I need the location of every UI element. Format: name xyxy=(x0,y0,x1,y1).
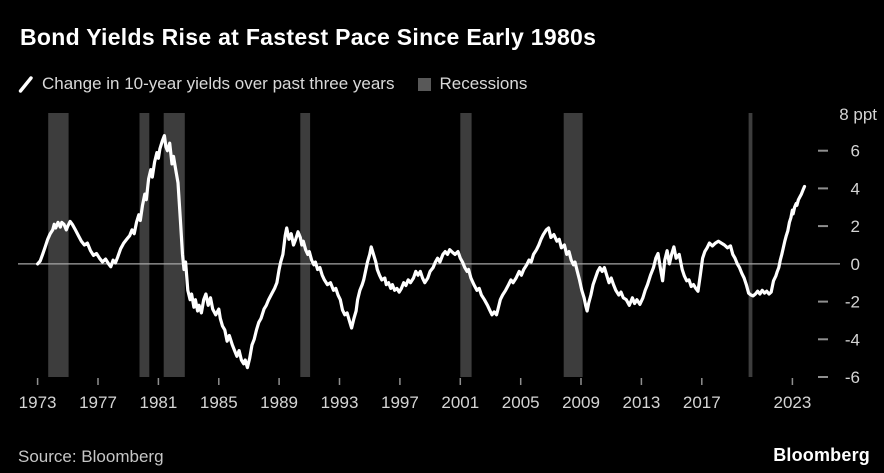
x-axis-label: 1985 xyxy=(200,393,238,412)
recession-band xyxy=(563,113,583,377)
legend-recessions-label: Recessions xyxy=(439,74,528,93)
x-axis-label: 2023 xyxy=(773,393,811,412)
y-axis-label: 2 xyxy=(851,217,860,236)
y-axis-unit-label: 8 ppt xyxy=(839,105,877,124)
recession-band xyxy=(748,113,753,377)
x-axis-label: 1981 xyxy=(139,393,177,412)
x-axis-label: 2013 xyxy=(622,393,660,412)
x-axis-label: 1993 xyxy=(321,393,359,412)
x-axis-label: 2009 xyxy=(562,393,600,412)
legend-series-label: Change in 10-year yields over past three… xyxy=(42,74,395,93)
x-axis-label: 1989 xyxy=(260,393,298,412)
recession-band xyxy=(163,113,185,377)
yield-change-line xyxy=(35,134,807,370)
recession-legend-swatch xyxy=(418,77,432,91)
line-series-slash-icon xyxy=(18,75,33,93)
legend-item-series: Change in 10-year yields over past three… xyxy=(18,74,394,94)
x-axis-label: 1997 xyxy=(381,393,419,412)
y-axis-label: 6 xyxy=(851,142,860,161)
x-axis-label: 1973 xyxy=(19,393,57,412)
recession-band xyxy=(48,113,69,377)
recession-band xyxy=(460,113,472,377)
x-axis-label: 2005 xyxy=(502,393,540,412)
x-axis-label: 2001 xyxy=(441,393,479,412)
y-axis-label: -4 xyxy=(845,330,860,349)
x-axis-label: 2017 xyxy=(683,393,721,412)
y-axis-label: 4 xyxy=(851,179,860,198)
source-attribution: Source: Bloomberg xyxy=(18,447,164,466)
recession-band xyxy=(139,113,150,377)
y-axis-label: 0 xyxy=(851,255,860,274)
legend-item-recessions: Recessions xyxy=(418,74,527,94)
bloomberg-logo: Bloomberg xyxy=(773,445,870,465)
chart-legend: Change in 10-year yields over past three… xyxy=(18,74,551,94)
x-axis-label: 1977 xyxy=(79,393,117,412)
y-axis-label: -2 xyxy=(845,293,860,312)
page-title: Bond Yields Rise at Fastest Pace Since E… xyxy=(20,24,597,50)
y-axis-label: -6 xyxy=(845,368,860,387)
